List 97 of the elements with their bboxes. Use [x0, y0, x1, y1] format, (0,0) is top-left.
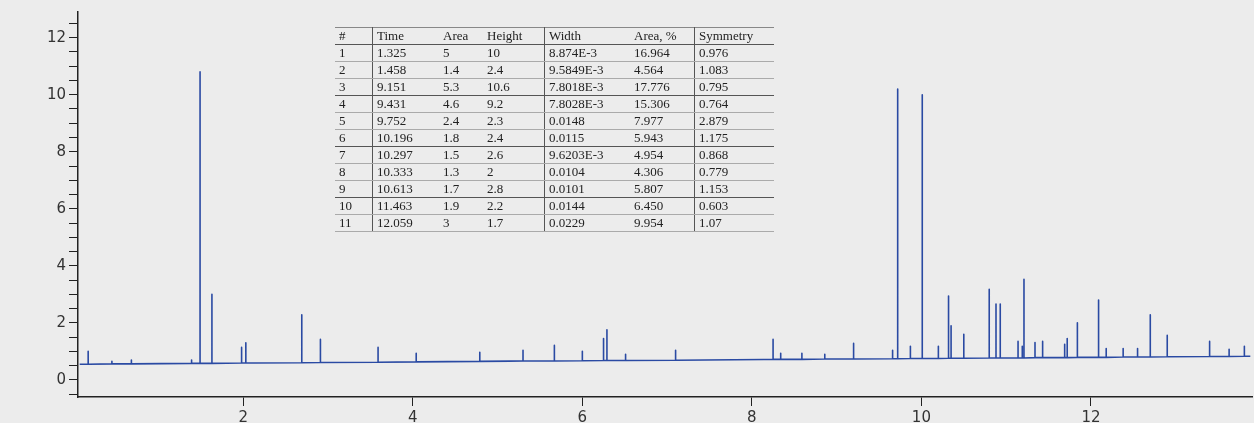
annotation: #: [335, 27, 373, 45]
annotation: 2.3: [483, 112, 545, 130]
x-tick-label: 4: [408, 407, 418, 423]
annotation: 2.4: [439, 112, 483, 130]
annotation: 7: [335, 146, 373, 164]
annotation: 7.8028E-3: [544, 95, 630, 113]
x-tick-label: 2: [238, 407, 249, 423]
annotation: 17.776: [630, 78, 695, 96]
annotation: 0.976: [694, 44, 774, 62]
annotation: 0.0144: [544, 197, 630, 215]
annotation: 10.196: [372, 129, 439, 147]
annotation: Area, %: [630, 27, 695, 45]
annotation: 2: [483, 163, 545, 181]
annotation: 9.6203E-3: [544, 146, 630, 164]
x-tick-label: 12: [1081, 407, 1101, 423]
y-tick-label: 12: [46, 27, 66, 46]
annotation: 1.9: [439, 197, 483, 215]
annotation: 1.175: [694, 129, 774, 147]
annotation: 15.306: [630, 95, 695, 113]
annotation: 5: [439, 44, 483, 62]
y-tick-label: 10: [46, 84, 66, 103]
annotation: 1.325: [372, 44, 439, 62]
annotation: 16.964: [630, 44, 695, 62]
annotation: Symmetry: [694, 27, 774, 45]
annotation: 4.306: [630, 163, 695, 181]
annotation: 8: [335, 163, 373, 181]
annotation: 0.0148: [544, 112, 630, 130]
annotation: 0.603: [694, 197, 774, 215]
annotation: 1.083: [694, 61, 774, 79]
annotation: 4.6: [439, 95, 483, 113]
annotation: 0.0104: [544, 163, 630, 181]
annotation: 1.7: [439, 180, 483, 198]
annotation: 1.7: [483, 214, 545, 232]
y-tick-label: 4: [56, 255, 66, 274]
annotation: 0.795: [694, 78, 774, 96]
y-tick-label: 0: [56, 369, 66, 388]
annotation: 9.752: [372, 112, 439, 130]
annotation: Width: [544, 27, 630, 45]
x-tick-label: 8: [747, 407, 757, 423]
annotation: 0.0229: [544, 214, 630, 232]
annotation: 5.807: [630, 180, 695, 198]
annotation: 5: [335, 112, 373, 130]
annotation: 9.431: [372, 95, 439, 113]
y-tick-label: 8: [56, 141, 66, 160]
annotation: 2: [335, 61, 373, 79]
annotation: 5.3: [439, 78, 483, 96]
annotation: 2.4: [483, 129, 545, 147]
annotation: 10: [335, 197, 373, 215]
annotation: 2.6: [483, 146, 545, 164]
annotation: 1.8: [439, 129, 483, 147]
annotation: 10.297: [372, 146, 439, 164]
annotation: 1.5: [439, 146, 483, 164]
annotation: 0.0115: [544, 129, 630, 147]
annotation: 9.954: [630, 214, 695, 232]
annotation: 4: [335, 95, 373, 113]
annotation: 9.2: [483, 95, 545, 113]
annotation: 2.879: [694, 112, 774, 130]
annotation: 4.954: [630, 146, 695, 164]
y-tick-label: 2: [56, 312, 66, 331]
annotation: 2.8: [483, 180, 545, 198]
annotation: 10.333: [372, 163, 439, 181]
annotation: 2.4: [483, 61, 545, 79]
annotation: 7.8018E-3: [544, 78, 630, 96]
annotation: 10.6: [483, 78, 545, 96]
annotation: 1.458: [372, 61, 439, 79]
annotation: 1.4: [439, 61, 483, 79]
annotation: 1.153: [694, 180, 774, 198]
annotation: 0.0101: [544, 180, 630, 198]
annotation: 9.151: [372, 78, 439, 96]
annotation: 4.564: [630, 61, 695, 79]
annotation: 10.613: [372, 180, 439, 198]
annotation: 6.450: [630, 197, 695, 215]
annotation: 11.463: [372, 197, 439, 215]
annotation: Height: [483, 27, 545, 45]
annotation: 9: [335, 180, 373, 198]
annotation: 11: [335, 214, 373, 232]
annotation: 1: [335, 44, 373, 62]
annotation: 9.5849E-3: [544, 61, 630, 79]
x-tick-label: 6: [577, 407, 588, 423]
annotation: Time: [372, 27, 439, 45]
annotation: 2.2: [483, 197, 545, 215]
annotation: Area: [439, 27, 483, 45]
y-tick-label: 6: [56, 198, 66, 217]
annotation: 0.779: [694, 163, 774, 181]
annotation: 0.764: [694, 95, 774, 113]
annotation: 3: [335, 78, 373, 96]
annotation: 5.943: [630, 129, 695, 147]
annotation: 3: [439, 214, 483, 232]
annotation: 10: [483, 44, 545, 62]
annotation: 0.868: [694, 146, 774, 164]
annotation: 8.874E-3: [544, 44, 630, 62]
x-tick-label: 10: [911, 407, 931, 423]
annotation: 7.977: [630, 112, 695, 130]
annotation: 6: [335, 129, 373, 147]
annotation: 1.07: [694, 214, 774, 232]
annotation: 12.059: [372, 214, 439, 232]
annotation: 1.3: [439, 163, 483, 181]
